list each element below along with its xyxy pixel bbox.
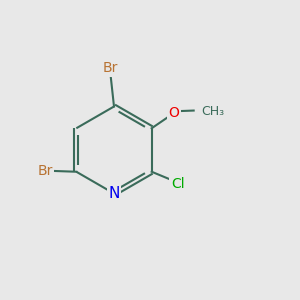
Text: CH₃: CH₃ [201, 105, 224, 118]
Text: O: O [169, 106, 180, 120]
Text: Br: Br [103, 61, 118, 75]
Text: Cl: Cl [171, 177, 184, 191]
Text: N: N [108, 186, 120, 201]
Text: Br: Br [37, 164, 52, 178]
